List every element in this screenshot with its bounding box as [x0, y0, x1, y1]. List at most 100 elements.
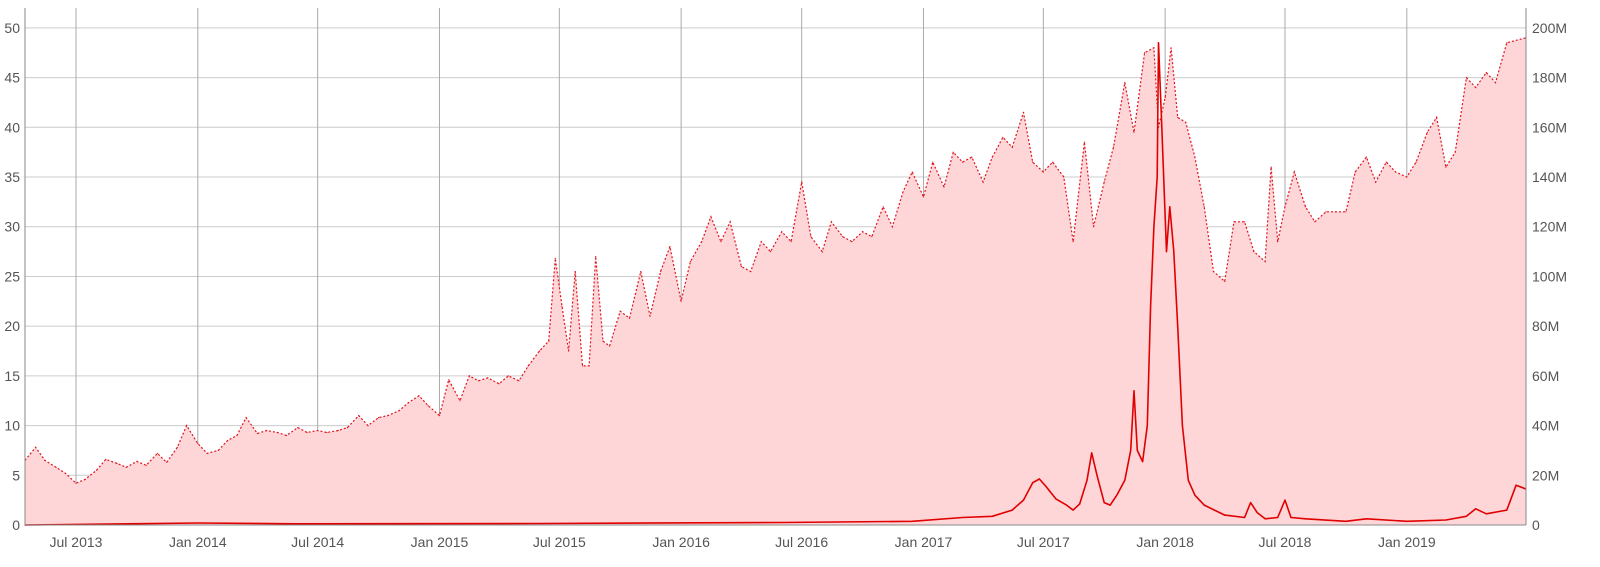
- area-point: [851, 241, 852, 242]
- y-right-tick-label: 100M: [1532, 268, 1567, 284]
- area-point: [1043, 171, 1044, 172]
- x-tick-label: Jan 2016: [652, 534, 710, 550]
- area-point: [518, 380, 519, 381]
- area-point: [871, 236, 872, 237]
- area-point: [75, 483, 76, 484]
- area-point: [730, 221, 731, 222]
- area-point: [1427, 132, 1428, 133]
- area-point: [822, 251, 823, 252]
- area-point: [1153, 47, 1154, 48]
- area-point: [640, 271, 641, 272]
- area-point: [1445, 167, 1446, 168]
- area-point: [892, 226, 893, 227]
- line-point: [1345, 521, 1346, 522]
- line-point: [1147, 425, 1148, 426]
- line-point: [1166, 251, 1167, 252]
- x-tick-label: Jan 2015: [411, 534, 469, 550]
- line-point: [1366, 518, 1367, 519]
- line-point: [1305, 518, 1306, 519]
- area-point: [962, 162, 963, 163]
- line-point: [1257, 512, 1258, 513]
- area-point: [575, 271, 576, 272]
- area-point: [912, 171, 913, 172]
- area-point: [307, 432, 308, 433]
- line-point: [1153, 226, 1154, 227]
- area-point: [1386, 162, 1387, 163]
- area-point: [1406, 176, 1407, 177]
- area-point: [44, 460, 45, 461]
- line-point: [1284, 500, 1285, 501]
- area-point: [85, 479, 86, 480]
- area-point: [146, 465, 147, 466]
- area-point: [1345, 211, 1346, 212]
- area-point: [257, 433, 258, 434]
- line-point: [962, 517, 963, 518]
- y-left-tick-label: 45: [4, 70, 20, 86]
- line-point: [1290, 517, 1291, 518]
- area-point: [236, 435, 237, 436]
- area-point: [478, 380, 479, 381]
- y-right-tick-label: 120M: [1532, 219, 1567, 235]
- area-point: [317, 430, 318, 431]
- area-point: [1325, 211, 1326, 212]
- area-point: [246, 417, 247, 418]
- area-point: [528, 365, 529, 366]
- area-point: [197, 443, 198, 444]
- area-point: [1265, 261, 1266, 262]
- area-point: [1063, 176, 1064, 177]
- x-tick-label: Jan 2018: [1136, 534, 1194, 550]
- area-point: [770, 251, 771, 252]
- line-point: [1096, 475, 1097, 476]
- x-tick-label: Jul 2018: [1259, 534, 1312, 550]
- area-point: [568, 350, 569, 351]
- line-point: [1194, 495, 1195, 496]
- area-point: [186, 425, 187, 426]
- line-point: [1244, 517, 1245, 518]
- area-point: [367, 425, 368, 426]
- line-point: [1158, 42, 1159, 43]
- x-tick-label: Jul 2016: [775, 534, 828, 550]
- x-tick-label: Jul 2017: [1017, 534, 1070, 550]
- x-tick-label: Jul 2015: [533, 534, 586, 550]
- line-point: [992, 516, 993, 517]
- x-tick-label: Jan 2019: [1378, 534, 1436, 550]
- area-point: [418, 395, 419, 396]
- area-point: [1416, 162, 1417, 163]
- line-point: [1516, 485, 1517, 486]
- area-point: [741, 266, 742, 267]
- area-point: [347, 427, 348, 428]
- area-fill: [25, 38, 1526, 525]
- line-point: [1204, 505, 1205, 506]
- area-point: [1305, 206, 1306, 207]
- area-point: [781, 231, 782, 232]
- area-point: [1506, 42, 1507, 43]
- area-point: [902, 191, 903, 192]
- area-point: [649, 316, 650, 317]
- x-tick-label: Jul 2013: [50, 534, 103, 550]
- line-point: [1475, 508, 1476, 509]
- y-left-tick-label: 25: [4, 268, 20, 284]
- area-point: [561, 306, 562, 307]
- line-point: [539, 523, 540, 524]
- area-point: [701, 241, 702, 242]
- area-point: [620, 311, 621, 312]
- y-right-tick-label: 40M: [1532, 418, 1559, 434]
- area-point: [358, 415, 359, 416]
- area-point: [669, 246, 670, 247]
- line-point: [1466, 516, 1467, 517]
- area-point: [932, 162, 933, 163]
- line-point: [1039, 478, 1040, 479]
- y-right-tick-label: 140M: [1532, 169, 1567, 185]
- area-point: [983, 181, 984, 182]
- area-point: [35, 447, 36, 448]
- area-point: [1165, 97, 1166, 98]
- area-point: [992, 157, 993, 158]
- area-point: [801, 181, 802, 182]
- area-point: [487, 377, 488, 378]
- area-series-layer: [24, 37, 1526, 525]
- area-point: [1012, 147, 1013, 148]
- area-point: [1455, 152, 1456, 153]
- area-point: [609, 345, 610, 346]
